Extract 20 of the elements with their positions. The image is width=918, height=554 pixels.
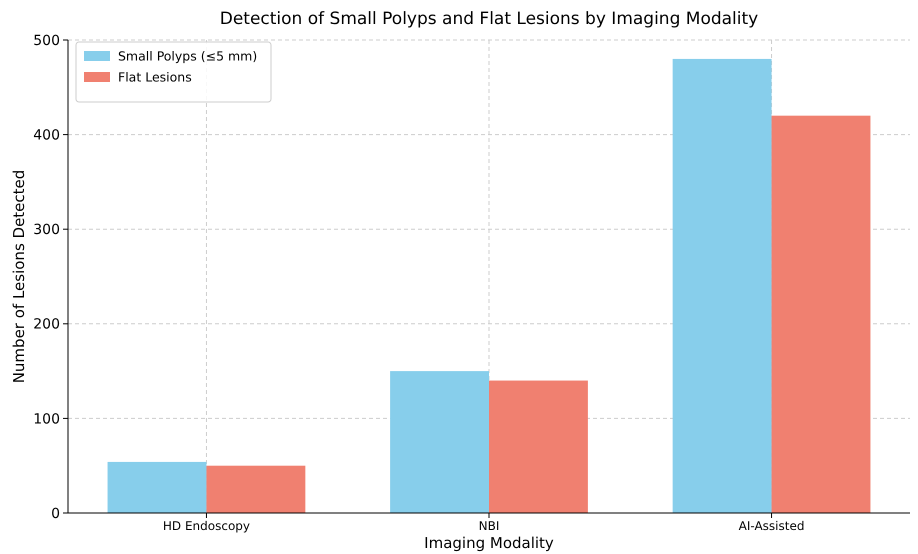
chart-title: Detection of Small Polyps and Flat Lesions by Imaging Modality — [220, 9, 758, 29]
legend-label: Flat Lesions — [118, 69, 192, 84]
bar — [108, 462, 206, 513]
x-tick-label: HD Endoscopy — [162, 519, 250, 533]
legend-label: Small Polyps (≤5 mm) — [118, 48, 258, 64]
y-tick-label: 100 — [33, 411, 60, 428]
y-tick-label: 0 — [51, 506, 60, 522]
y-tick-label: 300 — [33, 222, 60, 238]
bar — [390, 371, 489, 513]
x-tick-label: NBI — [478, 519, 500, 533]
y-tick-label: 500 — [33, 32, 60, 49]
bar — [206, 466, 306, 513]
y-axis-title: Number of Lesions Detected — [10, 170, 28, 384]
x-axis-title: Imaging Modality — [424, 534, 554, 552]
y-tick-label: 200 — [33, 316, 60, 333]
bar — [772, 116, 870, 513]
x-tick-label: AI-Assisted — [738, 519, 804, 533]
bar — [489, 380, 588, 513]
y-tick-label: 400 — [33, 128, 60, 144]
bar — [672, 58, 772, 513]
